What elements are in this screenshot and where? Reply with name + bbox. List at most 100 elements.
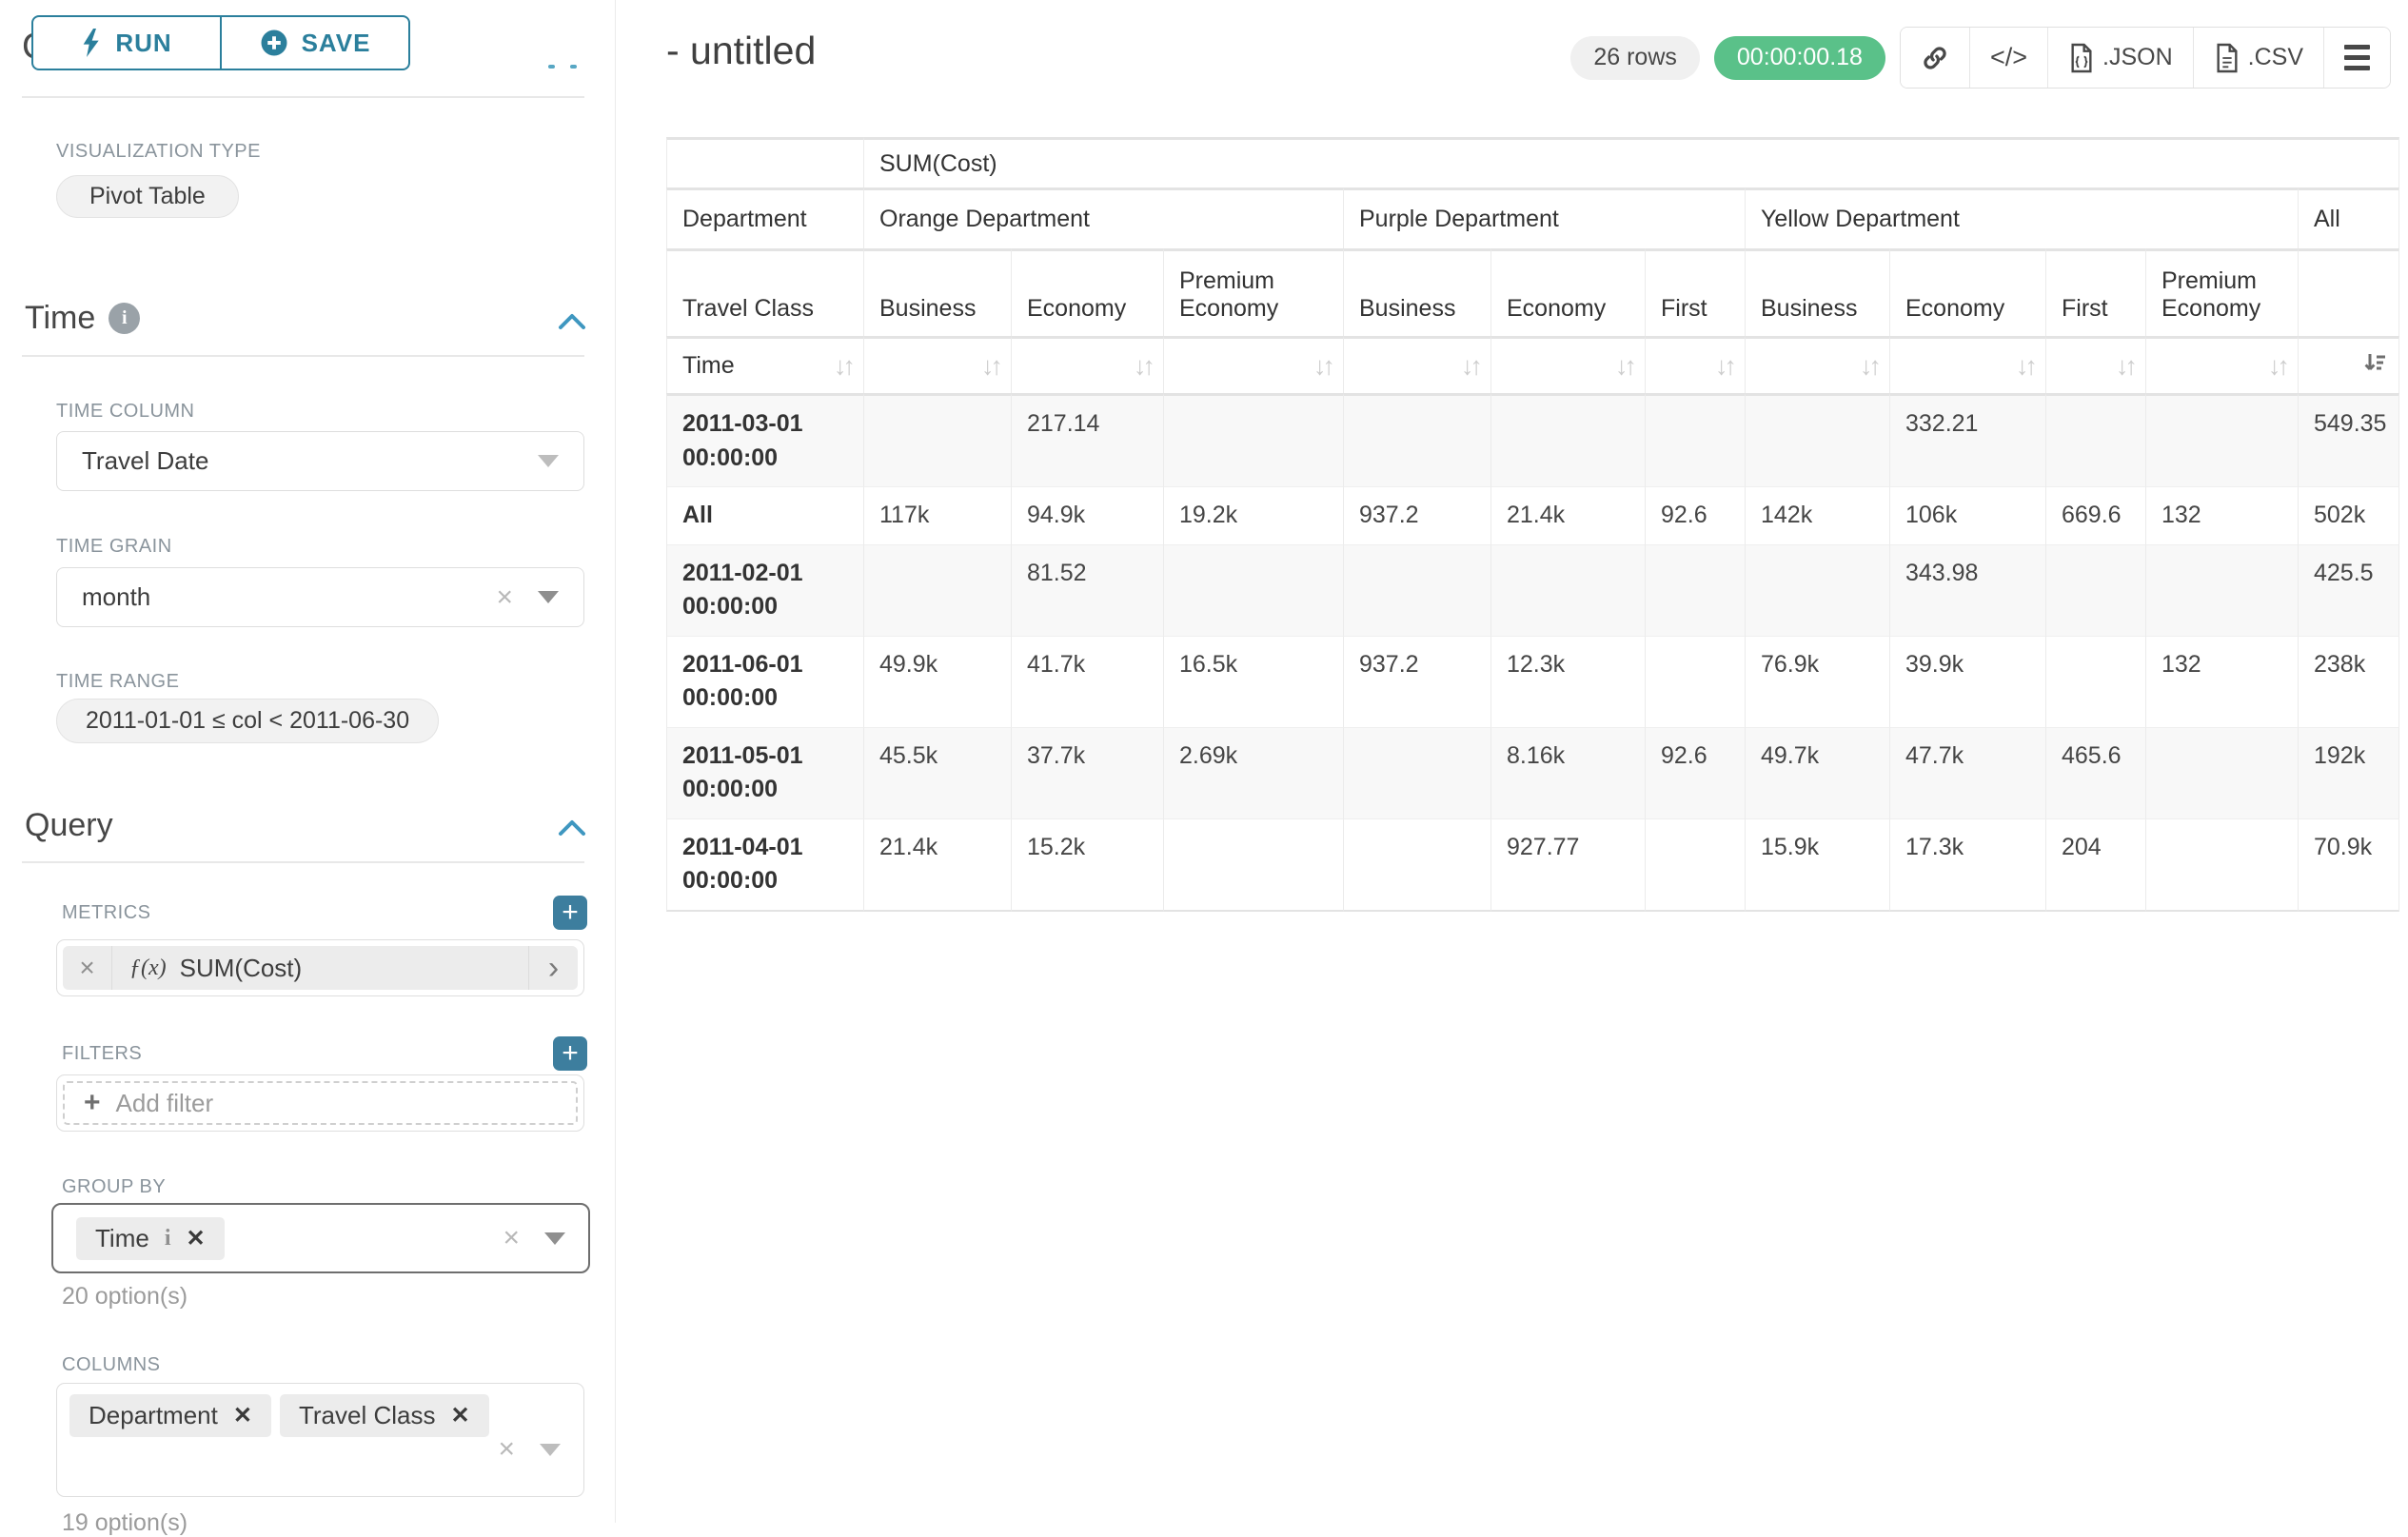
header-controls: 26 rows 00:00:00.18 </> .JSON .CSV xyxy=(1570,27,2391,89)
remove-chip-icon[interactable]: ✕ xyxy=(232,1403,252,1429)
value-cell: 16.5k xyxy=(1164,636,1344,728)
group-by-select[interactable]: Time i ✕ × xyxy=(51,1203,590,1273)
value-cell xyxy=(1344,544,1491,637)
value-cell xyxy=(1344,727,1491,819)
row-label-cell: 2011-04-01 00:00:00 xyxy=(666,818,864,912)
sort-icon[interactable]: ↓↑ xyxy=(834,351,856,380)
group-by-chip[interactable]: Time i ✕ xyxy=(76,1216,225,1260)
table-row: 2011-05-01 00:00:00 45.5k 37.7k 2.69k 8.16k 9… xyxy=(666,727,2400,819)
sort-cell: ↓↑ xyxy=(1344,336,1491,393)
menu-button[interactable] xyxy=(2324,28,2390,88)
value-cell xyxy=(1491,393,1646,487)
caret-down-icon xyxy=(544,1232,565,1245)
remove-chip-icon[interactable]: ✕ xyxy=(450,1403,470,1429)
caret-down-icon xyxy=(538,591,559,603)
value-cell xyxy=(2046,636,2146,728)
plus-circle-icon xyxy=(261,30,287,56)
add-filter-plus-button[interactable]: + xyxy=(553,1036,587,1071)
department-group-cell: Orange Department xyxy=(864,187,1344,248)
metric-value: SUM(Cost) xyxy=(179,953,303,982)
sort-icon[interactable]: ↓↑ xyxy=(1615,351,1637,380)
value-cell: 39.9k xyxy=(1890,636,2046,728)
sort-icon[interactable]: ↓↑ xyxy=(981,351,1003,380)
export-json-button[interactable]: .JSON xyxy=(2048,28,2194,88)
value-cell: 192k xyxy=(2299,727,2400,819)
sort-icon[interactable]: ↓↑ xyxy=(1715,351,1737,380)
remove-metric-icon[interactable]: × xyxy=(63,946,112,990)
sort-cell: ↓↑ xyxy=(2046,336,2146,393)
sort-icon[interactable]: ↓↑ xyxy=(2116,351,2138,380)
columns-select[interactable]: Department ✕ Travel Class ✕ × xyxy=(56,1383,584,1497)
value-cell: 21.4k xyxy=(864,818,1012,912)
time-collapse-chevron-icon[interactable] xyxy=(556,310,585,339)
time-section-title: Time i xyxy=(25,300,141,337)
sort-cell: ↓↑ xyxy=(1646,336,1746,393)
run-label: RUN xyxy=(115,28,172,57)
sort-icon[interactable]: ↓↑ xyxy=(1134,351,1155,380)
view-query-button[interactable]: </> xyxy=(1969,28,2049,88)
metric-header-cell: SUM(Cost) xyxy=(864,137,2400,187)
value-cell: 41.7k xyxy=(1012,636,1164,728)
value-cell xyxy=(1646,393,1746,487)
run-button[interactable]: RUN xyxy=(31,15,221,70)
department-group-cell: All xyxy=(2299,187,2400,248)
row-label-cell: 2011-05-01 00:00:00 xyxy=(666,727,864,819)
department-group-cell: Yellow Department xyxy=(1746,187,2299,248)
columns-chip[interactable]: Travel Class ✕ xyxy=(279,1394,489,1437)
clear-icon[interactable]: × xyxy=(498,1433,515,1465)
sub-column-dimension-cell: Travel Class xyxy=(666,248,864,336)
query-collapse-chevron-icon[interactable] xyxy=(556,817,585,845)
value-cell: 465.6 xyxy=(2046,727,2146,819)
value-cell: 92.6 xyxy=(1646,487,1746,545)
value-cell: 49.7k xyxy=(1746,727,1890,819)
sort-icon[interactable]: ↓↑ xyxy=(2268,351,2290,380)
sort-descending-icon[interactable] xyxy=(2361,350,2387,383)
export-json-label: .JSON xyxy=(2102,44,2173,70)
add-filter-button[interactable]: + Add filter xyxy=(63,1081,578,1125)
viz-type-label: VISUALIZATION TYPE xyxy=(56,141,261,162)
copy-link-button[interactable] xyxy=(1900,28,1970,88)
export-csv-button[interactable]: .CSV xyxy=(2193,28,2324,88)
value-cell: 204 xyxy=(2046,818,2146,912)
time-grain-select[interactable]: month × xyxy=(56,567,584,627)
sort-icon[interactable]: ↓↑ xyxy=(1461,351,1483,380)
info-icon: i xyxy=(164,1225,171,1251)
travel-class-cell: Economy xyxy=(1491,248,1646,336)
value-cell xyxy=(2146,544,2299,637)
control-panel: Chart Type RUN SAVE VISUALIZATION TYPE P… xyxy=(0,0,616,1536)
query-section-label: Query xyxy=(25,807,113,843)
clear-icon[interactable]: × xyxy=(496,581,513,613)
time-section-label: Time xyxy=(25,300,96,336)
value-cell: 15.9k xyxy=(1746,818,1890,912)
travel-class-cell: Business xyxy=(864,248,1012,336)
remove-chip-icon[interactable]: ✕ xyxy=(186,1225,206,1251)
time-column-select[interactable]: Travel Date xyxy=(56,431,584,491)
sort-icon[interactable]: ↓↑ xyxy=(1313,351,1335,380)
chart-panel: - untitled 26 rows 00:00:00.18 </> .JSON… xyxy=(617,0,2408,1523)
metrics-container: × ƒ(x) SUM(Cost) › xyxy=(56,939,584,996)
value-cell xyxy=(1344,393,1491,487)
metric-expand-chevron-icon[interactable]: › xyxy=(528,946,578,990)
sort-cell: ↓↑ xyxy=(1164,336,1344,393)
chart-type-collapse-icon[interactable] xyxy=(548,65,577,69)
column-dimension-cell: Department xyxy=(666,187,864,248)
lightning-icon xyxy=(83,29,99,57)
sort-icon[interactable]: ↓↑ xyxy=(2016,351,2038,380)
sort-cell xyxy=(2299,336,2400,393)
sort-icon[interactable]: ↓↑ xyxy=(1860,351,1882,380)
value-cell xyxy=(1746,544,1890,637)
metrics-label: METRICS xyxy=(62,902,151,923)
page-title: - untitled xyxy=(666,29,817,72)
viz-type-chip[interactable]: Pivot Table xyxy=(56,175,239,218)
value-cell: 132 xyxy=(2146,636,2299,728)
clear-icon[interactable]: × xyxy=(503,1222,520,1253)
columns-chip[interactable]: Department ✕ xyxy=(69,1394,271,1437)
chip-label: Travel Class xyxy=(298,1401,436,1429)
travel-class-cell: Business xyxy=(1344,248,1491,336)
metric-main[interactable]: ƒ(x) SUM(Cost) xyxy=(112,946,528,990)
caret-down-icon xyxy=(540,1443,561,1456)
save-button[interactable]: SAVE xyxy=(221,15,410,70)
add-metric-button[interactable]: + xyxy=(553,896,587,930)
json-file-icon xyxy=(2071,43,2092,72)
time-range-chip[interactable]: 2011-01-01 ≤ col < 2011-06-30 xyxy=(56,699,440,743)
